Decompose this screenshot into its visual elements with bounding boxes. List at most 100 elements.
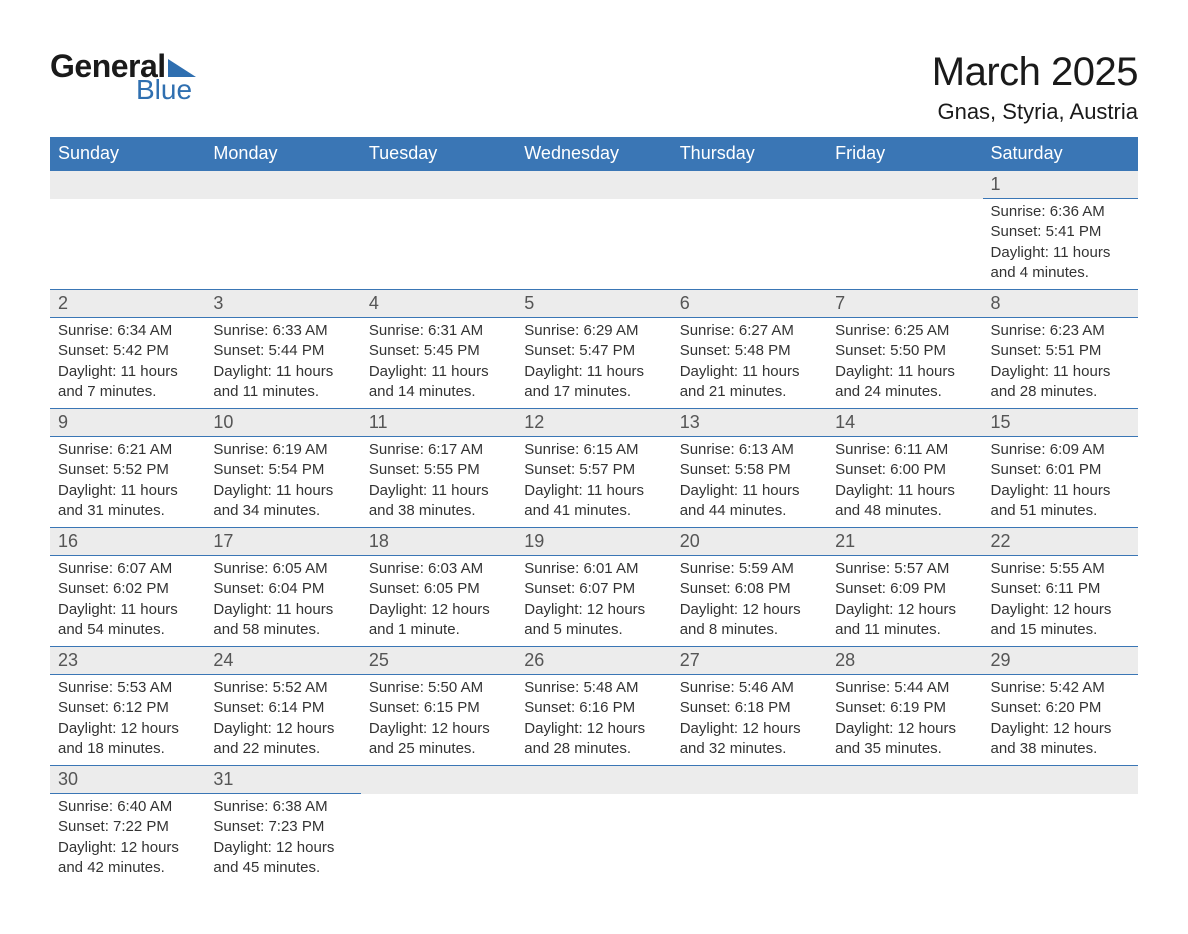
- day-data-cell: Sunrise: 6:11 AMSunset: 6:00 PMDaylight:…: [827, 437, 982, 528]
- day-sunrise: Sunrise: 6:33 AM: [213, 321, 352, 341]
- day-data-row: Sunrise: 6:34 AMSunset: 5:42 PM Daylight:…: [50, 318, 1138, 409]
- day-details: Sunrise: 5:46 AMSunset: 6:18 PMDaylight:…: [672, 675, 827, 765]
- day-number-cell: 30: [50, 766, 205, 794]
- day-data-cell: Sunrise: 6:05 AMSunset: 6:04 PMDaylight:…: [205, 556, 360, 647]
- day-number-cell: [361, 171, 516, 199]
- day-number-cell: 14: [827, 409, 982, 437]
- day-sunset: Sunset: 5:41 PM: [991, 222, 1130, 242]
- day-sunset: Sunset: 6:05 PM: [369, 579, 508, 599]
- day-dl2: and 28 minutes.: [524, 739, 663, 759]
- day-details: Sunrise: 5:55 AMSunset: 6:11 PMDaylight:…: [983, 556, 1138, 646]
- day-number-cell: 16: [50, 528, 205, 556]
- day-dl2: and 32 minutes.: [680, 739, 819, 759]
- day-dl2: and 11 minutes.: [835, 620, 974, 640]
- day-sunset: Sunset: 5:42 PM: [58, 341, 197, 361]
- day-sunrise: Sunrise: 6:11 AM: [835, 440, 974, 460]
- weekday-header: Saturday: [983, 137, 1138, 171]
- day-number: 11: [361, 409, 516, 436]
- day-number: 30: [50, 766, 205, 793]
- day-dl2: and 4 minutes.: [991, 263, 1130, 283]
- day-data-row: Sunrise: 6:40 AMSunset: 7:22 PMDaylight:…: [50, 794, 1138, 885]
- day-sunrise: Sunrise: 6:34 AM: [58, 321, 197, 341]
- day-data-cell: Sunrise: 6:03 AMSunset: 6:05 PMDaylight:…: [361, 556, 516, 647]
- day-number: 18: [361, 528, 516, 555]
- day-data-cell: [361, 794, 516, 885]
- day-data-row: Sunrise: 5:53 AMSunset: 6:12 PMDaylight:…: [50, 675, 1138, 766]
- day-dl2: and 21 minutes.: [680, 382, 819, 402]
- day-data-cell: Sunrise: 6:29 AMSunset: 5:47 PMDaylight:…: [516, 318, 671, 409]
- day-details: Sunrise: 6:31 AMSunset: 5:45 PMDaylight:…: [361, 318, 516, 408]
- day-details: Sunrise: 6:11 AMSunset: 6:00 PMDaylight:…: [827, 437, 982, 527]
- day-number-cell: 23: [50, 647, 205, 675]
- day-number-cell: 25: [361, 647, 516, 675]
- day-data-cell: Sunrise: 5:59 AMSunset: 6:08 PMDaylight:…: [672, 556, 827, 647]
- title-block: March 2025 Gnas, Styria, Austria: [932, 50, 1138, 125]
- day-dl1: Daylight: 12 hours: [991, 600, 1130, 620]
- day-dl1: Daylight: 11 hours: [58, 481, 197, 501]
- day-details: Sunrise: 5:50 AMSunset: 6:15 PMDaylight:…: [361, 675, 516, 765]
- day-sunrise: Sunrise: 6:19 AM: [213, 440, 352, 460]
- day-number-cell: 27: [672, 647, 827, 675]
- day-number-cell: 8: [983, 290, 1138, 318]
- day-data-row: Sunrise: 6:07 AMSunset: 6:02 PMDaylight:…: [50, 556, 1138, 647]
- day-details: Sunrise: 6:33 AMSunset: 5:44 PMDaylight:…: [205, 318, 360, 408]
- day-number: 9: [50, 409, 205, 436]
- day-number: 19: [516, 528, 671, 555]
- day-dl2: and 51 minutes.: [991, 501, 1130, 521]
- day-details: Sunrise: 6:15 AMSunset: 5:57 PMDaylight:…: [516, 437, 671, 527]
- day-dl1: Daylight: 11 hours: [835, 362, 974, 382]
- day-details: Sunrise: 6:03 AMSunset: 6:05 PMDaylight:…: [361, 556, 516, 646]
- day-sunset: Sunset: 6:04 PM: [213, 579, 352, 599]
- day-number-cell: 18: [361, 528, 516, 556]
- day-sunset: Sunset: 5:45 PM: [369, 341, 508, 361]
- day-details: Sunrise: 5:42 AMSunset: 6:20 PMDaylight:…: [983, 675, 1138, 765]
- day-sunset: Sunset: 6:20 PM: [991, 698, 1130, 718]
- day-number-cell: [983, 766, 1138, 794]
- day-sunset: Sunset: 6:12 PM: [58, 698, 197, 718]
- day-dl1: Daylight: 12 hours: [680, 600, 819, 620]
- day-data-cell: [983, 794, 1138, 885]
- day-dl1: Daylight: 12 hours: [524, 719, 663, 739]
- day-number: 2: [50, 290, 205, 317]
- day-sunset: Sunset: 6:11 PM: [991, 579, 1130, 599]
- day-details: Sunrise: 5:57 AMSunset: 6:09 PMDaylight:…: [827, 556, 982, 646]
- day-dl2: and 45 minutes.: [213, 858, 352, 878]
- day-details: Sunrise: 6:38 AMSunset: 7:23 PMDaylight:…: [205, 794, 360, 884]
- day-number: 20: [672, 528, 827, 555]
- day-data-cell: [672, 794, 827, 885]
- day-data-cell: Sunrise: 5:53 AMSunset: 6:12 PMDaylight:…: [50, 675, 205, 766]
- day-number-row: 1: [50, 171, 1138, 199]
- day-number-cell: 31: [205, 766, 360, 794]
- day-dl1: Daylight: 11 hours: [213, 362, 352, 382]
- day-dl2: and 48 minutes.: [835, 501, 974, 521]
- day-number-cell: [672, 766, 827, 794]
- day-sunset: Sunset: 6:09 PM: [835, 579, 974, 599]
- day-number: 8: [983, 290, 1138, 317]
- day-dl2: and 58 minutes.: [213, 620, 352, 640]
- day-sunset: Sunset: 5:51 PM: [991, 341, 1130, 361]
- day-dl2: and 11 minutes.: [213, 382, 352, 402]
- day-details: Sunrise: 5:48 AMSunset: 6:16 PMDaylight:…: [516, 675, 671, 765]
- day-sunset: Sunset: 6:02 PM: [58, 579, 197, 599]
- weekday-header: Sunday: [50, 137, 205, 171]
- day-data-cell: Sunrise: 5:55 AMSunset: 6:11 PMDaylight:…: [983, 556, 1138, 647]
- day-sunset: Sunset: 6:15 PM: [369, 698, 508, 718]
- day-sunrise: Sunrise: 6:40 AM: [58, 797, 197, 817]
- day-sunset: Sunset: 7:23 PM: [213, 817, 352, 837]
- day-number: 10: [205, 409, 360, 436]
- day-number: 21: [827, 528, 982, 555]
- day-number: 29: [983, 647, 1138, 674]
- day-data-cell: [361, 199, 516, 290]
- day-sunset: Sunset: 5:52 PM: [58, 460, 197, 480]
- day-number-cell: 20: [672, 528, 827, 556]
- day-sunset: Sunset: 6:08 PM: [680, 579, 819, 599]
- day-sunrise: Sunrise: 6:36 AM: [991, 202, 1130, 222]
- day-number-cell: [827, 171, 982, 199]
- day-dl1: Daylight: 12 hours: [58, 838, 197, 858]
- day-dl1: Daylight: 11 hours: [835, 481, 974, 501]
- day-number: 7: [827, 290, 982, 317]
- day-data-cell: Sunrise: 6:38 AMSunset: 7:23 PMDaylight:…: [205, 794, 360, 885]
- day-data-cell: [827, 199, 982, 290]
- day-number-cell: 12: [516, 409, 671, 437]
- day-number: 6: [672, 290, 827, 317]
